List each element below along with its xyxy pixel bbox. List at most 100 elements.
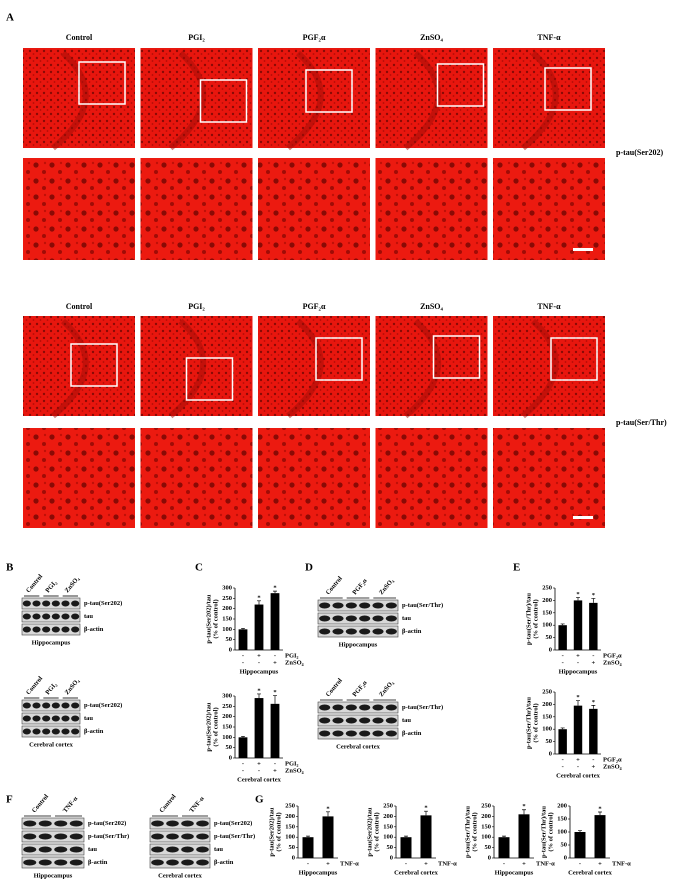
lane-label: PGF₂α	[351, 577, 369, 596]
blot-band	[51, 715, 60, 722]
blot-band	[23, 846, 37, 853]
y-tick-label: 50	[546, 634, 553, 641]
blot-row-label: p-tau(Ser/Thr)	[402, 704, 443, 711]
significance-star: *	[576, 694, 579, 701]
blot-band	[385, 628, 397, 635]
y-tick-label: 0	[549, 750, 552, 757]
y-tick-label: 100	[542, 726, 552, 733]
blot-tissue: Hippocampus	[339, 641, 378, 648]
y-tick-label: 100	[383, 834, 393, 841]
inset-box	[550, 337, 598, 381]
micrograph	[493, 316, 605, 416]
scale-bar	[573, 248, 593, 251]
error-bar	[241, 735, 245, 738]
blot-strip	[21, 856, 85, 869]
y-tick-label: 0	[292, 854, 295, 861]
blot-band	[372, 717, 384, 724]
blot-strip	[317, 612, 399, 625]
y-axis-unit: (% of control)	[373, 812, 380, 851]
blot-band	[71, 702, 80, 709]
lane-label: TNF-α	[62, 795, 80, 814]
blot-tissue: Hippocampus	[34, 872, 73, 879]
row-label: p-tau(Ser/Thr)	[616, 418, 667, 427]
blot-row-label: tau	[402, 717, 411, 724]
blot-band	[54, 859, 68, 866]
blot-band	[51, 613, 60, 620]
blot-band	[345, 615, 357, 622]
bar	[254, 604, 264, 650]
blot-row-label: p-tau(Ser202)	[214, 820, 252, 827]
significance-star: *	[592, 592, 595, 599]
treatment-sign: +	[576, 652, 580, 659]
blot-band	[166, 859, 179, 866]
blot-band	[181, 846, 194, 853]
lane-label: ZnSO₄	[378, 577, 395, 596]
inset-box	[78, 61, 126, 105]
micrograph-zoom	[258, 428, 370, 528]
blot-band	[359, 704, 371, 711]
treatment-name: PGI₂	[285, 760, 299, 767]
error-bar	[598, 811, 602, 816]
inset-box	[432, 335, 481, 379]
panel-letter: E	[513, 562, 520, 574]
y-tick-label: 150	[285, 823, 295, 830]
micrograph	[23, 316, 135, 416]
error-bar	[578, 830, 582, 832]
y-tick-label: 150	[557, 815, 567, 822]
y-tick-label: 50	[387, 844, 394, 851]
blot-band	[385, 717, 397, 724]
blot-band	[23, 833, 37, 840]
y-tick-label: 0	[564, 854, 567, 861]
y-tick-label: 0	[390, 854, 393, 861]
significance-star: *	[424, 805, 427, 812]
significance-star: *	[257, 594, 260, 601]
y-axis-label: p-tau(Ser202)/tau	[268, 807, 275, 856]
blot-band	[372, 628, 384, 635]
y-tick-label: 100	[222, 734, 232, 741]
micrograph	[140, 316, 253, 416]
tissue-layer	[521, 50, 559, 151]
blot-band	[345, 704, 357, 711]
treatment-sign: +	[257, 652, 261, 659]
blot-band	[196, 833, 209, 840]
error-bar	[591, 705, 596, 709]
micrograph-zoom	[23, 428, 135, 528]
blot-row-label: p-tau(Ser/Thr)	[214, 833, 255, 840]
inset-box	[544, 67, 592, 111]
treatment-sign: -	[577, 659, 579, 666]
inset-box	[315, 337, 363, 381]
bar	[573, 600, 583, 650]
y-tick-label: 100	[542, 622, 552, 629]
blot-band	[151, 833, 164, 840]
blot-band	[32, 626, 41, 633]
y-tick-label: 150	[542, 713, 552, 720]
blot-row-label: β-actin	[84, 626, 104, 633]
y-tick-label: 50	[546, 738, 553, 745]
treatment-name: ZnSO₄	[603, 763, 622, 770]
blot-band	[71, 600, 80, 607]
y-axis-unit: (% of control)	[532, 599, 539, 638]
y-tick-label: 50	[561, 841, 568, 848]
blot-row-label: tau	[214, 846, 223, 853]
blot-strip	[21, 712, 81, 725]
bar	[594, 815, 606, 858]
y-tick-label: 50	[226, 744, 233, 751]
treatment-sign: +	[424, 860, 428, 867]
error-bar	[257, 693, 261, 699]
column-header: PGI₂	[188, 302, 205, 311]
y-tick-label: 50	[226, 636, 233, 643]
lane-label: Control	[25, 675, 44, 696]
blot-band	[51, 728, 60, 735]
blot-band	[32, 702, 41, 709]
inset-box	[305, 69, 353, 113]
blot-strip	[149, 830, 211, 843]
blot-band	[54, 846, 68, 853]
blot-band	[319, 717, 331, 724]
treatment-sign: -	[592, 652, 594, 659]
error-bar	[576, 700, 580, 706]
error-bar	[522, 809, 526, 815]
blot-band	[151, 846, 164, 853]
bar	[270, 593, 280, 650]
blot-row-label: p-tau(Ser/Thr)	[402, 602, 443, 609]
